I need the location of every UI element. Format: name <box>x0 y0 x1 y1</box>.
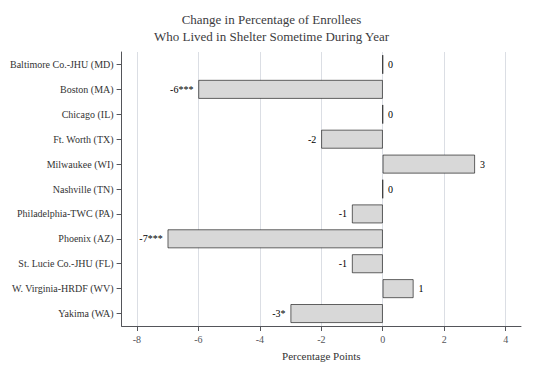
svg-text:-6***: -6*** <box>170 84 193 95</box>
svg-text:0: 0 <box>388 59 393 70</box>
svg-text:Who Lived in Shelter Sometime: Who Lived in Shelter Sometime During Yea… <box>154 29 390 44</box>
svg-text:-2: -2 <box>317 334 325 345</box>
svg-text:St. Lucie Co.-JHU (FL): St. Lucie Co.-JHU (FL) <box>18 258 113 270</box>
svg-text:-8: -8 <box>133 334 141 345</box>
svg-text:Phoenix (AZ): Phoenix (AZ) <box>58 233 113 245</box>
svg-text:Philadelphia-TWC (PA): Philadelphia-TWC (PA) <box>17 208 114 220</box>
svg-text:Change in Percentage of Enroll: Change in Percentage of Enrollees <box>182 12 362 27</box>
svg-text:Chicago (IL): Chicago (IL) <box>62 109 114 121</box>
svg-text:0: 0 <box>388 109 393 120</box>
svg-text:-1: -1 <box>339 208 347 219</box>
svg-text:-2: -2 <box>308 134 316 145</box>
svg-text:3: 3 <box>480 159 485 170</box>
svg-text:-3*: -3* <box>272 308 285 319</box>
svg-text:0: 0 <box>388 184 393 195</box>
svg-text:1: 1 <box>418 283 423 294</box>
svg-text:4: 4 <box>503 334 508 345</box>
svg-text:Ft. Worth (TX): Ft. Worth (TX) <box>53 134 113 146</box>
svg-text:-1: -1 <box>339 258 347 269</box>
svg-text:-6: -6 <box>194 334 202 345</box>
svg-text:Baltimore Co.-JHU (MD): Baltimore Co.-JHU (MD) <box>10 59 114 71</box>
svg-text:2: 2 <box>442 334 447 345</box>
svg-text:Yakima (WA): Yakima (WA) <box>58 308 113 320</box>
svg-text:Boston (MA): Boston (MA) <box>60 84 114 96</box>
svg-text:-7***: -7*** <box>139 233 162 244</box>
svg-text:0: 0 <box>380 334 385 345</box>
svg-text:Nashville (TN): Nashville (TN) <box>53 184 114 196</box>
svg-text:Milwaukee (WI): Milwaukee (WI) <box>47 159 114 171</box>
svg-text:-4: -4 <box>256 334 264 345</box>
svg-text:Percentage Points: Percentage Points <box>282 350 361 362</box>
svg-text:W. Virginia-HRDF (WV): W. Virginia-HRDF (WV) <box>12 283 114 295</box>
